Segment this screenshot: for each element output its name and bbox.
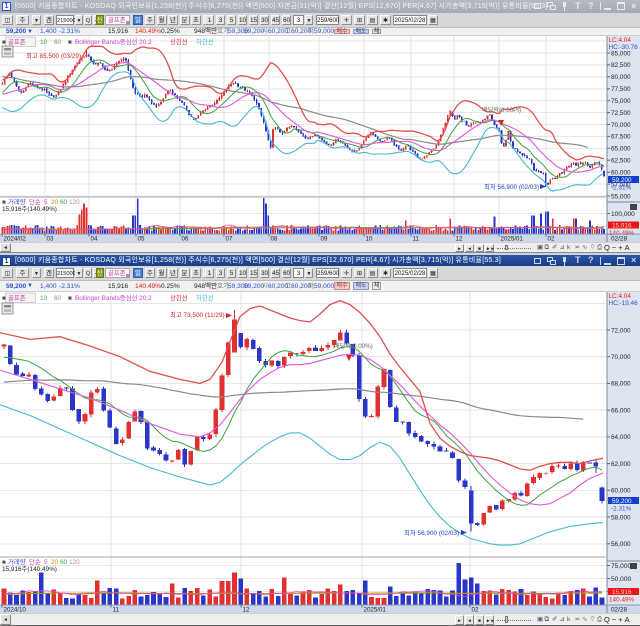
svg-text:11: 11 (413, 236, 420, 243)
svg-text:02: 02 (548, 236, 555, 243)
svg-text:04: 04 (91, 236, 98, 243)
svg-text:5: 5 (44, 559, 48, 566)
svg-text:2024/02: 2024/02 (4, 236, 27, 243)
svg-text:15,916주(140.49%): 15,916주(140.49%) (2, 565, 57, 573)
svg-text:66,000: 66,000 (611, 408, 631, 415)
svg-text:10: 10 (40, 295, 48, 302)
svg-text:LC:4.04: LC:4.04 (609, 37, 632, 44)
svg-text:12: 12 (456, 236, 463, 243)
svg-text:100,000: 100,000 (611, 211, 635, 218)
svg-text:15,916: 15,916 (612, 589, 632, 596)
svg-text:11: 11 (113, 607, 120, 614)
svg-text:20: 20 (51, 199, 59, 206)
svg-text:골프존: 골프존 (8, 38, 26, 46)
svg-text:LC:4.04: LC:4.04 (609, 293, 632, 300)
svg-text:59,200: 59,200 (612, 177, 632, 184)
svg-text:■: ■ (68, 39, 72, 46)
svg-text:■: ■ (2, 295, 6, 302)
svg-text:-2.31%: -2.31% (611, 184, 632, 191)
svg-text:15,916주(140.49%): 15,916주(140.49%) (2, 205, 57, 213)
svg-text:■: ■ (68, 295, 72, 302)
svg-text:75,000: 75,000 (611, 563, 632, 570)
svg-text:■: ■ (2, 39, 6, 46)
svg-text:거래량: 거래량 (8, 197, 26, 206)
svg-text:10: 10 (366, 236, 373, 243)
svg-text:배당락(0.00%): 배당락(0.00%) (334, 342, 373, 350)
svg-text:최고 85,500 (03/29): 최고 85,500 (03/29) (26, 51, 81, 60)
svg-text:140.49%: 140.49% (609, 230, 635, 237)
svg-text:하한선: 하한선 (196, 37, 214, 46)
svg-text:02: 02 (472, 607, 479, 614)
svg-text:57,500: 57,500 (611, 181, 631, 188)
svg-text:2024/10: 2024/10 (4, 607, 27, 614)
svg-text:단순: 단순 (29, 197, 41, 206)
svg-text:하한선: 하한선 (196, 293, 214, 302)
svg-text:68,000: 68,000 (611, 381, 631, 388)
svg-text:62,500: 62,500 (611, 158, 631, 165)
svg-text:09: 09 (321, 236, 328, 243)
svg-text:60,000: 60,000 (611, 170, 631, 177)
svg-text:골프존: 골프존 (8, 294, 26, 302)
svg-text:77,500: 77,500 (611, 86, 631, 93)
svg-text:■: ■ (2, 559, 6, 566)
svg-text:65,000: 65,000 (611, 146, 631, 153)
svg-text:최저 56,900 (02/03): 최저 56,900 (02/03) (404, 528, 459, 537)
svg-text:10: 10 (40, 39, 48, 46)
svg-text:20: 20 (51, 559, 59, 566)
svg-text:08: 08 (271, 236, 278, 243)
svg-text:HC:-30.76: HC:-30.76 (609, 44, 639, 51)
svg-text:85,000: 85,000 (611, 50, 631, 57)
svg-text:67,500: 67,500 (611, 134, 631, 141)
svg-text:02/28: 02/28 (611, 236, 627, 243)
svg-text:07: 07 (226, 236, 233, 243)
svg-text:HC:-19.46: HC:-19.46 (609, 300, 639, 307)
svg-text:72,500: 72,500 (611, 110, 631, 117)
svg-text:15,916: 15,916 (612, 222, 632, 229)
svg-text:120: 120 (69, 199, 80, 206)
svg-text:64,000: 64,000 (611, 434, 631, 441)
svg-text:55,000: 55,000 (611, 193, 631, 200)
svg-text:단순: 단순 (29, 557, 41, 566)
svg-text:거래량: 거래량 (8, 557, 26, 566)
svg-text:62,000: 62,000 (611, 461, 631, 468)
svg-text:58,000: 58,000 (611, 514, 631, 521)
svg-text:82,500: 82,500 (611, 62, 631, 69)
svg-text:03: 03 (47, 236, 54, 243)
svg-text:12: 12 (243, 607, 250, 614)
svg-text:59,200: 59,200 (612, 498, 632, 505)
svg-text:56,000: 56,000 (611, 541, 631, 548)
svg-text:72,000: 72,000 (611, 327, 631, 334)
svg-text:60,000: 60,000 (611, 488, 631, 495)
svg-text:최저 56,900 (02/03): 최저 56,900 (02/03) (484, 182, 539, 191)
svg-text:60: 60 (54, 295, 62, 302)
svg-text:140.49%: 140.49% (609, 596, 635, 603)
svg-text:70,000: 70,000 (611, 122, 631, 129)
svg-text:02/28: 02/28 (611, 607, 627, 614)
svg-text:5: 5 (44, 199, 48, 206)
svg-text:■: ■ (2, 199, 6, 206)
svg-text:배당락(0.00Pt): 배당락(0.00Pt) (482, 106, 521, 114)
svg-text:Bollinger Bands중심선 20,2: Bollinger Bands중심선 20,2 (75, 37, 152, 46)
svg-text:2025/01: 2025/01 (364, 607, 387, 614)
svg-text:Bollinger Bands중심선 20,2: Bollinger Bands중심선 20,2 (75, 293, 152, 302)
svg-text:75,000: 75,000 (611, 98, 631, 105)
svg-text:06: 06 (182, 236, 189, 243)
svg-text:최고 73,500 (11/29): 최고 73,500 (11/29) (170, 310, 225, 319)
svg-text:60: 60 (54, 39, 62, 46)
svg-text:60: 60 (60, 199, 68, 206)
svg-text:2025/01: 2025/01 (501, 236, 524, 243)
svg-text:70,000: 70,000 (611, 354, 631, 361)
svg-text:상한선: 상한선 (170, 293, 188, 302)
svg-text:상한선: 상한선 (170, 37, 188, 46)
svg-text:80,000: 80,000 (611, 74, 631, 81)
svg-text:05: 05 (138, 236, 145, 243)
svg-text:120: 120 (69, 559, 80, 566)
svg-text:-2.31%: -2.31% (611, 505, 632, 512)
svg-text:60: 60 (60, 559, 68, 566)
svg-text:50,000: 50,000 (611, 576, 632, 583)
